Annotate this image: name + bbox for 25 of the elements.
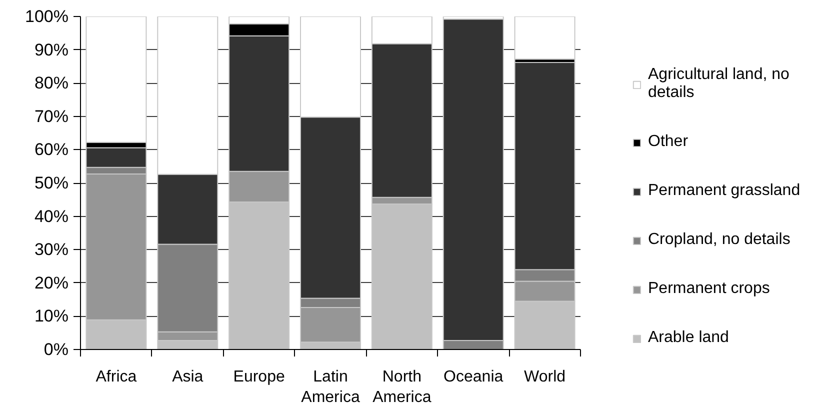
x-tick-label: Latin America	[301, 368, 360, 406]
y-tick-label: 90%	[34, 40, 69, 60]
x-tick-label: Europe	[233, 368, 285, 386]
y-tick-label: 20%	[34, 273, 69, 292]
x-tick-label: North America	[372, 368, 432, 406]
y-tick-label: 100%	[25, 7, 69, 26]
y-tick-label: 80%	[34, 74, 69, 93]
x-tick-label: Oceania	[444, 368, 504, 386]
y-tick-label: 40%	[34, 206, 69, 226]
bar	[514, 16, 576, 60]
x-tick-label: Asia	[172, 368, 204, 386]
x-tick-label: Africa	[96, 368, 137, 386]
y-tick-label: 30%	[34, 240, 69, 260]
legend-label: Cropland, no details	[648, 231, 790, 249]
y-tick-label: 10%	[34, 306, 69, 326]
legend-label: Other	[648, 133, 688, 151]
y-tick-label: 0%	[44, 340, 69, 359]
y-tick-label: 60%	[34, 140, 69, 160]
y-tick-label: 50%	[34, 174, 69, 192]
x-tick-label: World	[524, 368, 566, 386]
legend-label: Permanent grassland	[648, 182, 800, 200]
y-tick-label: 70%	[34, 106, 69, 126]
legend-label: Arable land	[648, 329, 729, 347]
legend-label: Permanent crops	[648, 280, 770, 298]
legend-label: Agricultural land, no details	[648, 66, 790, 102]
